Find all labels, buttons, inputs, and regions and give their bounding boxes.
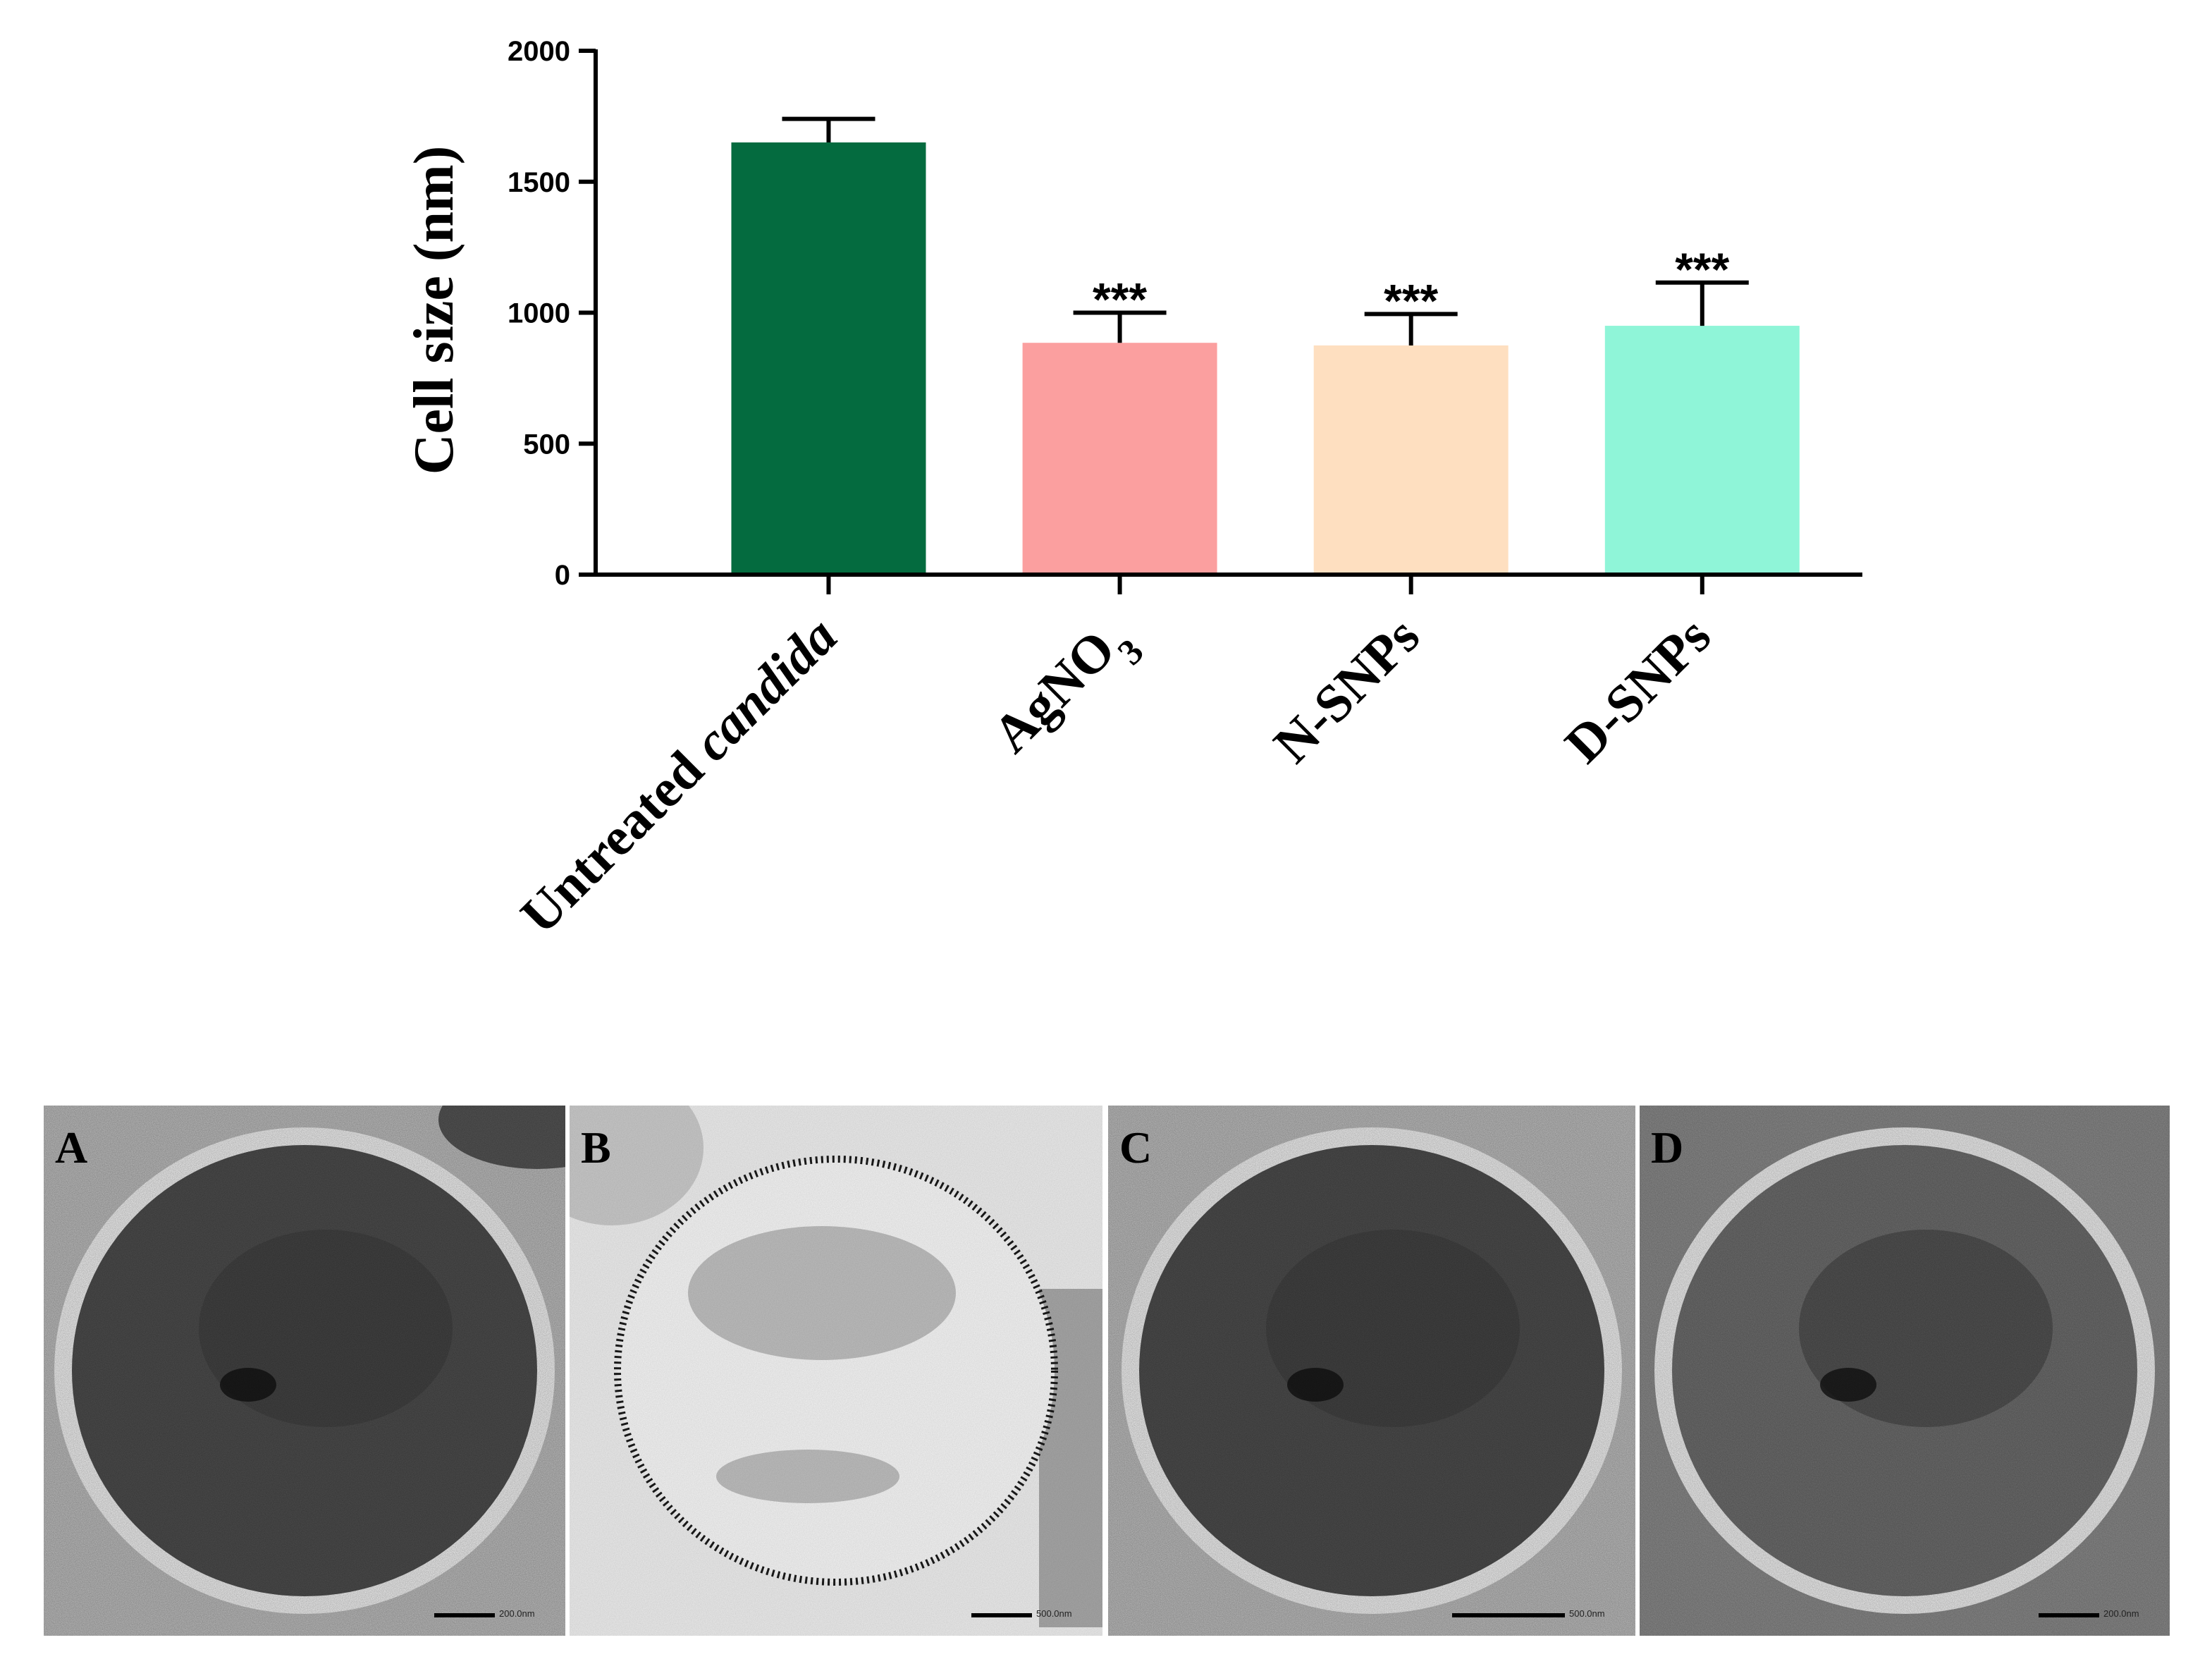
x-tick-label: Untreated candida: [510, 606, 849, 945]
bar: [1313, 345, 1509, 575]
significance-label: ***: [1384, 274, 1438, 326]
micrograph-image: [44, 1106, 565, 1636]
y-axis: 0 500 1000 1500 2000: [508, 36, 598, 591]
bar: [731, 142, 926, 575]
micrograph-image: [1640, 1106, 2170, 1636]
bar: [1604, 326, 1800, 575]
micrograph-d: D 200.0nm: [1640, 1106, 2170, 1636]
x-tick-label: N-SNPs: [1262, 606, 1431, 775]
bars: *** *** ***: [731, 116, 1800, 575]
bar: [1022, 343, 1217, 575]
y-tick-label: 1500: [508, 167, 570, 198]
y-tick-label: 0: [555, 560, 570, 591]
micrograph-image: [570, 1106, 1102, 1636]
scale-bar: [2039, 1613, 2099, 1617]
bar-chart: 0 500 1000 1500 2000 *** *** *** Untreated can…: [403, 36, 1862, 945]
panel-letter: D: [1651, 1122, 1684, 1173]
y-axis-label: Cell size (nm): [403, 146, 465, 475]
micrograph-a: A 200.0nm: [44, 1106, 565, 1636]
y-tick-label: 1000: [508, 298, 570, 329]
scale-bar-label: 500.0nm: [1569, 1608, 1605, 1619]
scale-bar: [971, 1613, 1032, 1617]
x-tick-label: AgNO3: [982, 606, 1152, 776]
significance-label: ***: [1093, 274, 1147, 326]
y-tick-label: 2000: [508, 36, 570, 67]
micrograph-b: B 500.0nm: [570, 1106, 1102, 1636]
scale-bar-label: 500.0nm: [1036, 1608, 1072, 1619]
micrograph-image: [1108, 1106, 1635, 1636]
x-tick-label: D-SNPs: [1554, 606, 1722, 775]
scale-bar: [1452, 1613, 1565, 1617]
panel-letter: B: [581, 1122, 611, 1173]
significance-label: ***: [1675, 243, 1729, 295]
y-tick-label: 500: [523, 429, 570, 460]
scale-bar: [434, 1613, 495, 1617]
x-axis: Untreated candida AgNO3 N-SNPs D-SNPs: [510, 573, 1862, 945]
panel-letter: A: [55, 1122, 88, 1173]
micrograph-c: C 500.0nm: [1108, 1106, 1635, 1636]
scale-bar-label: 200.0nm: [2103, 1608, 2139, 1619]
panel-letter: C: [1119, 1122, 1153, 1173]
scale-bar-label: 200.0nm: [499, 1608, 535, 1619]
